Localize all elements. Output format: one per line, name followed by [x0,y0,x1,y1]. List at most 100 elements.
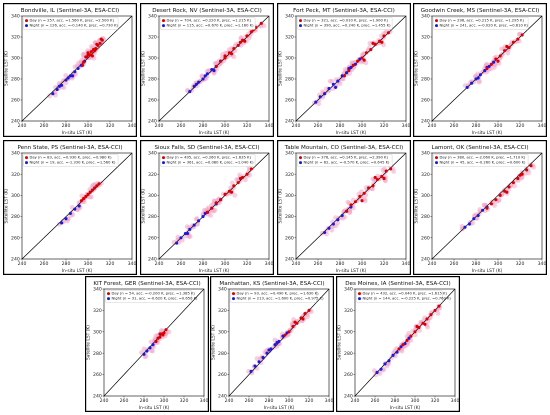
day-point [164,328,168,332]
y-tick-label: 280 [218,351,227,357]
day-point [485,206,489,210]
one-to-one-line [104,289,204,396]
night-point [331,222,335,226]
x-tick-label: 340 [200,398,209,404]
density-haze [386,361,391,366]
day-point [367,186,371,190]
legend: Day (n = 380, acc. =-2.060 K, prec. =1.7… [433,154,529,167]
x-tick-label: 260 [314,261,323,267]
y-axis-label: Satellite LST (K) [337,325,343,360]
day-point [82,197,86,201]
y-tick-label: 240 [148,257,157,263]
y-tick-label: 320 [218,308,227,314]
day-point [503,49,507,53]
night-point [334,85,338,89]
x-tick-label: 340 [402,261,411,267]
density-haze [316,101,322,107]
x-tick-label: 280 [336,123,345,129]
x-tick-label: 240 [428,261,437,267]
panel-title: KIT Forest, GER (Sentinel-3A, ESA-CCI) [93,281,200,287]
night-point [478,73,482,77]
night-point [481,208,485,212]
x-tick-label: 240 [18,261,27,267]
day-point [84,194,88,199]
x-tick-label: 320 [243,123,252,129]
panel-title: Lamont, OK (Sentinel-3A, ESA-CCI) [431,145,528,151]
day-point [405,338,409,342]
night-point [336,79,340,83]
y-tick-label: 340 [285,151,294,157]
day-point [507,185,511,189]
day-point [95,184,99,188]
legend-day-marker [299,156,302,160]
legend: Day (n = 93, acc. =0.490 K, prec. =1.630… [230,290,324,303]
density-haze [512,183,517,189]
night-point [327,226,331,230]
night-point [51,92,55,96]
day-point [362,58,366,62]
night-point [340,213,344,218]
density-haze [223,50,228,56]
day-point [516,176,520,180]
y-axis-label: Satellite LST (K) [4,188,10,223]
day-point [525,168,529,172]
x-axis-label: In-situ LST (K) [472,130,503,136]
x-tick-label: 320 [305,398,314,404]
density-haze [427,315,433,321]
legend: Day (n = 296, acc. =0.215 K, prec. =1.29… [433,17,529,30]
y-tick-label: 260 [148,235,157,241]
x-tick-label: 300 [84,261,93,267]
day-point [259,21,263,25]
y-tick-label: 300 [285,56,294,62]
one-to-one-line [22,153,132,259]
y-tick-label: 320 [344,308,353,314]
night-point [55,87,59,92]
x-tick-label: 240 [351,398,360,404]
legend-entry: Night (n = 62, acc. =-0.570 K, prec. =0.… [304,161,391,165]
density-haze [206,68,212,73]
day-point [303,312,307,316]
y-tick-label: 280 [421,77,430,83]
day-point [161,333,165,337]
x-tick-label: 280 [140,398,149,404]
density-haze [254,356,260,362]
x-tick-label: 300 [494,123,503,129]
legend-day-marker [435,156,438,160]
density-haze [370,186,375,192]
x-tick-label: 280 [472,261,481,267]
night-point [273,343,277,347]
one-to-one-line [159,153,269,259]
night-point [145,349,149,353]
day-point [362,191,366,195]
y-tick-label: 240 [421,257,430,263]
day-point [342,74,346,78]
x-tick-label: 320 [106,261,115,267]
legend-day-marker [25,156,28,160]
y-tick-label: 340 [344,287,353,293]
x-axis-label: In-situ LST (K) [390,405,421,411]
day-point [293,320,297,324]
day-point [80,63,85,67]
y-axis-label: Satellite LST (K) [211,325,217,360]
legend-entry: Day (n = 495, acc. =0.260 K, prec. =1.63… [167,156,252,160]
x-tick-label: 260 [177,123,186,129]
day-point [409,334,413,338]
night-point [201,77,205,81]
x-tick-label: 260 [450,261,459,267]
night-point [323,92,327,96]
day-point [485,66,489,71]
density-haze [477,207,483,212]
y-axis-label: Satellite LST (K) [4,51,10,86]
day-point [307,308,311,312]
density-haze [76,200,82,206]
x-tick-label: 300 [411,398,420,404]
night-point [188,227,192,231]
y-axis-label: Satellite LST (K) [86,325,92,360]
day-point [245,172,249,176]
night-point [186,232,190,236]
day-point [386,31,390,35]
legend-entry: Night (n = 241, acc. =-0.020 K, prec. =0… [440,24,529,28]
legend-night-marker [25,24,28,28]
day-point [99,37,103,41]
y-tick-label: 260 [11,235,20,241]
